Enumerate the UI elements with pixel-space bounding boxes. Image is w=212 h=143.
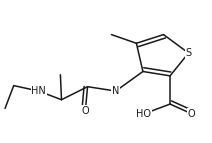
Text: HO: HO (137, 109, 152, 119)
Text: O: O (82, 106, 89, 116)
Text: S: S (186, 48, 192, 58)
Text: O: O (188, 109, 196, 119)
Text: HN: HN (31, 86, 46, 96)
Text: N: N (112, 86, 119, 96)
